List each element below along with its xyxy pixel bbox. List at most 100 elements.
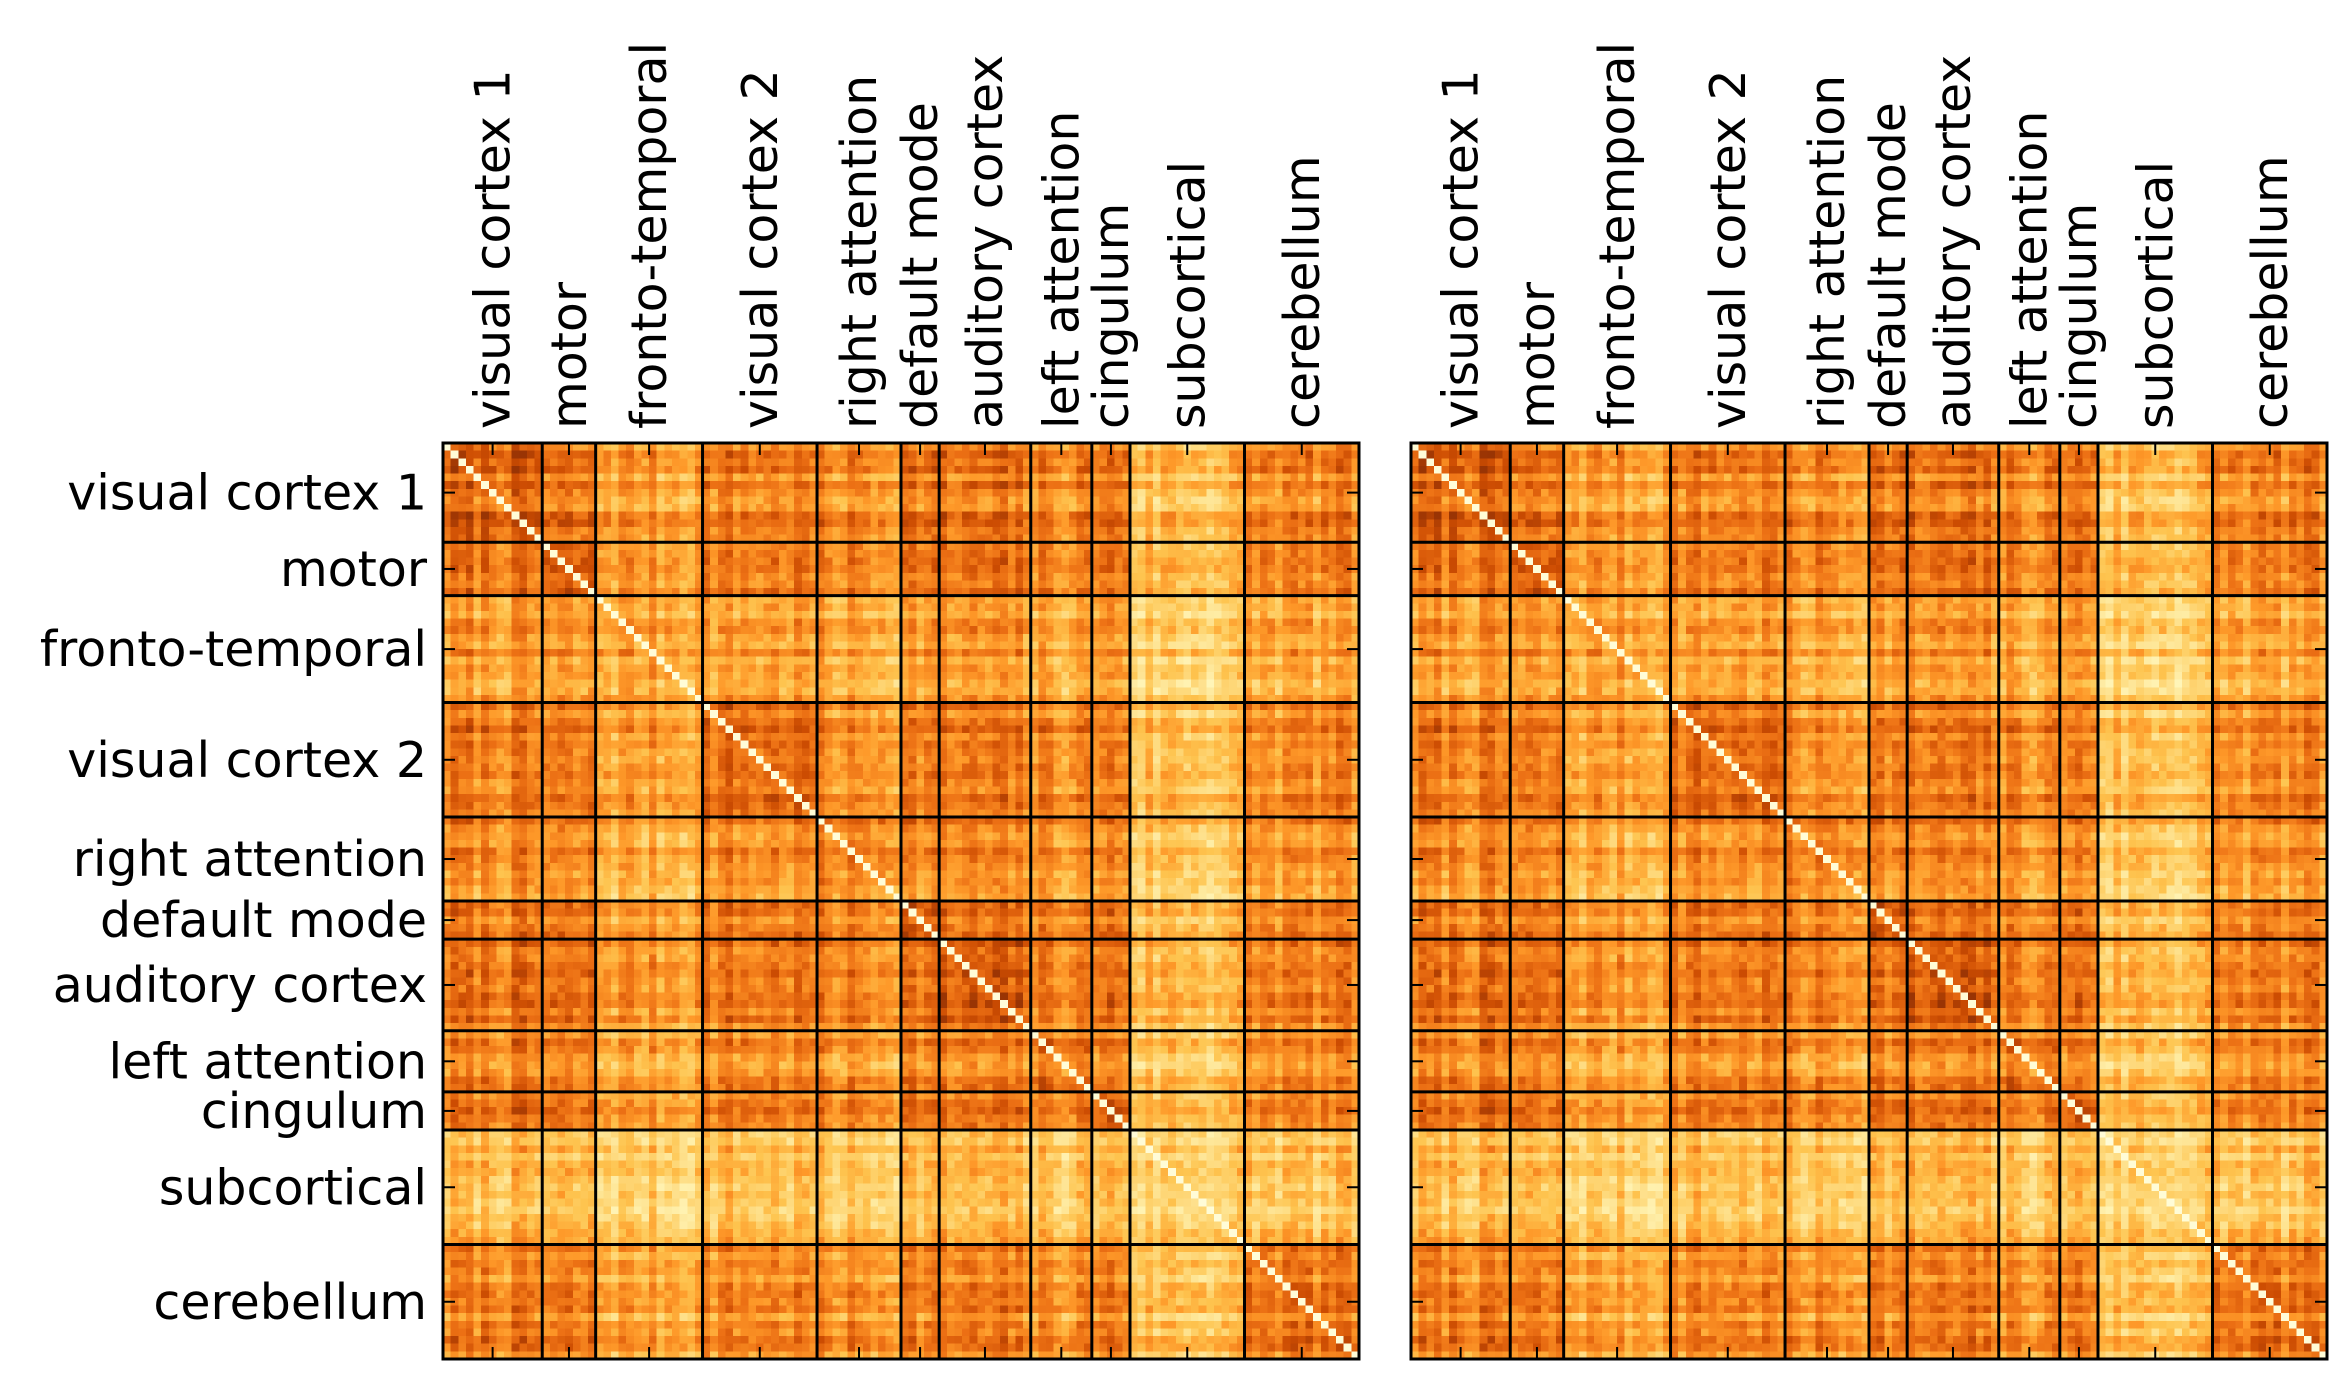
matrix-cell (1046, 687, 1054, 695)
matrix-cell (1214, 619, 1222, 627)
matrix-cell (451, 710, 459, 718)
matrix-cell (779, 458, 787, 466)
matrix-cell (626, 634, 634, 642)
matrix-cell (924, 664, 932, 672)
matrix-cell (954, 718, 962, 726)
matrix-cell (1161, 672, 1169, 680)
matrix-cell (580, 512, 588, 520)
matrix-cell (787, 680, 795, 688)
matrix-cell (1229, 725, 1237, 733)
matrix-cell (558, 626, 566, 634)
matrix-cell (733, 687, 741, 695)
matrix-cell (1252, 611, 1260, 619)
matrix-cell (550, 504, 558, 512)
matrix-cell (1336, 451, 1344, 459)
matrix-cell (756, 672, 764, 680)
matrix-cell (787, 664, 795, 672)
matrix-cell (756, 558, 764, 566)
matrix-cell (954, 687, 962, 695)
matrix-cell (863, 725, 871, 733)
matrix-cell (1069, 451, 1077, 459)
matrix-cell (1328, 619, 1336, 627)
matrix-cell (962, 512, 970, 520)
matrix-cell (1191, 550, 1199, 558)
matrix-cell (1107, 519, 1115, 527)
matrix-cell (1038, 626, 1046, 634)
heatmap-panel-left: visual cortex 1visual cortex 1motormotor… (40, 42, 1360, 1360)
matrix-cell (909, 558, 917, 566)
matrix-cell (481, 680, 489, 688)
matrix-cell (550, 466, 558, 474)
matrix-cell (1260, 504, 1268, 512)
matrix-cell (504, 641, 512, 649)
matrix-cell (916, 687, 924, 695)
matrix-cell (1145, 619, 1153, 627)
matrix-cell (550, 489, 558, 497)
matrix-cell (1183, 519, 1191, 527)
matrix-cell (909, 466, 917, 474)
matrix-cell (687, 573, 695, 581)
matrix-cell (1267, 512, 1275, 520)
matrix-cell (970, 565, 978, 573)
matrix-cell (1115, 687, 1123, 695)
matrix-cell (1153, 664, 1161, 672)
matrix-cell (840, 466, 848, 474)
matrix-cell (558, 710, 566, 718)
matrix-cell (1283, 550, 1291, 558)
matrix-cell (512, 504, 520, 512)
matrix-cell (977, 504, 985, 512)
matrix-cell (802, 619, 810, 627)
matrix-cell (954, 626, 962, 634)
matrix-cell (985, 641, 993, 649)
matrix-cell (1252, 481, 1260, 489)
matrix-cell (985, 496, 993, 504)
matrix-cell (680, 718, 688, 726)
matrix-cell (672, 626, 680, 634)
matrix-cell (787, 611, 795, 619)
matrix-cell (970, 641, 978, 649)
matrix-cell (1283, 466, 1291, 474)
matrix-cell (1054, 649, 1062, 657)
matrix-cell (527, 718, 535, 726)
matrix-cell (985, 687, 993, 695)
matrix-cell (993, 619, 1001, 627)
matrix-cell (1138, 634, 1146, 642)
matrix-cell (519, 451, 527, 459)
matrix-cell (451, 603, 459, 611)
matrix-cell (496, 626, 504, 634)
matrix-cell (527, 519, 535, 527)
matrix-cell (611, 504, 619, 512)
matrix-cell (916, 672, 924, 680)
matrix-cell (680, 565, 688, 573)
matrix-cell (710, 512, 718, 520)
matrix-cell (718, 474, 726, 482)
matrix-cell (1199, 550, 1207, 558)
matrix-cell (565, 725, 573, 733)
matrix-cell (680, 512, 688, 520)
matrix-cell (1161, 474, 1169, 482)
matrix-cell (909, 657, 917, 665)
matrix-cell (1229, 519, 1237, 527)
matrix-cell (962, 451, 970, 459)
matrix-cell (1344, 664, 1352, 672)
matrix-cell (1061, 558, 1069, 566)
matrix-cell (909, 565, 917, 573)
matrix-cell (947, 687, 955, 695)
matrix-cell (1176, 466, 1184, 474)
matrix-cell (1099, 580, 1107, 588)
matrix-cell (489, 641, 497, 649)
matrix-cell (626, 512, 634, 520)
matrix-cell (1290, 504, 1298, 512)
matrix-cell (519, 489, 527, 497)
matrix-cell (878, 672, 886, 680)
matrix-cell (1145, 657, 1153, 665)
matrix-cell (1054, 680, 1062, 688)
matrix-cell (458, 451, 466, 459)
matrix-cell (1145, 527, 1153, 535)
matrix-cell (970, 496, 978, 504)
matrix-cell (977, 687, 985, 695)
matrix-cell (1321, 680, 1329, 688)
matrix-cell (878, 687, 886, 695)
matrix-cell (519, 634, 527, 642)
matrix-cell (1107, 565, 1115, 573)
